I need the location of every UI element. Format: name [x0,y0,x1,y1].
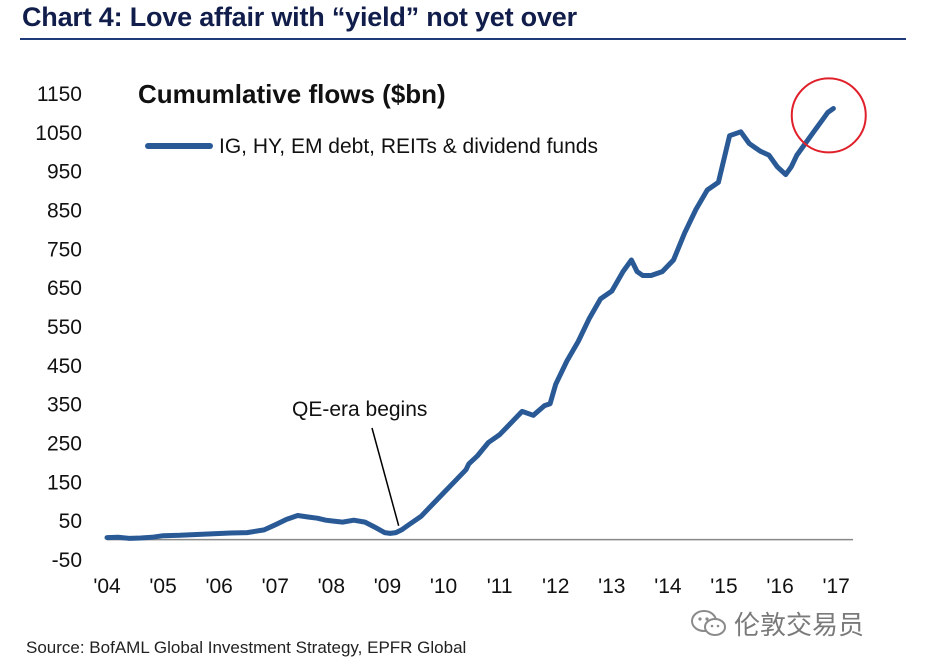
y-tick-label: 550 [47,316,82,339]
y-tick-label: 250 [47,433,82,456]
source-note: Source: BofAML Global Investment Strateg… [26,638,467,657]
series-line-ig-hy-em-reits-dividend [104,106,836,541]
x-tick-label: '04 [93,575,121,598]
x-tick-label: '09 [374,575,401,598]
y-tick-label: 850 [47,200,82,223]
x-tick-label: '08 [318,575,345,598]
chart-header-title: Chart 4: Love affair with “yield” not ye… [22,2,577,32]
y-tick-label: 650 [47,277,82,300]
x-tick-label: '11 [487,575,513,598]
watermark: 伦敦交易员 [690,605,864,642]
y-tick-label: 350 [47,394,82,417]
y-axis-ticks: 1150 1050 950 850 750 650 550 450 350 250 150 50 -50 [35,83,82,572]
annotation-qe-era: QE-era begins [292,398,427,421]
y-tick-label: 1050 [35,122,82,145]
x-tick-label: '06 [205,575,232,598]
x-axis-ticks: '04 '05 '06 '07 '08 '09 '10 '11 '12 '13 '14 '15 '16 '… [93,575,850,598]
y-tick-label: 950 [47,161,82,184]
x-tick-label: '17 [822,575,849,598]
x-tick-label: '10 [430,575,457,598]
header-rule [20,38,906,40]
legend-label: IG, HY, EM debt, REITs & dividend funds [219,135,598,158]
x-tick-label: '05 [149,575,176,598]
x-tick-label: '13 [598,575,625,598]
y-tick-label: 450 [47,355,82,378]
chart-title: Cumumlative flows ($bn) [138,79,446,109]
x-tick-label: '15 [710,575,737,598]
y-tick-label: -50 [52,549,82,572]
highlight-circle [790,77,867,154]
watermark-text: 伦敦交易员 [734,611,865,641]
annotation-arrow [371,427,400,526]
x-tick-label: '12 [542,575,569,598]
y-tick-label: 750 [47,238,82,261]
y-tick-label: 1150 [37,83,82,106]
x-tick-label: '07 [262,575,289,598]
x-tick-label: '16 [766,575,793,598]
x-tick-label: '14 [654,575,682,598]
y-tick-label: 50 [59,510,82,533]
wechat-logo-icon [691,609,726,636]
y-tick-label: 150 [47,471,82,494]
